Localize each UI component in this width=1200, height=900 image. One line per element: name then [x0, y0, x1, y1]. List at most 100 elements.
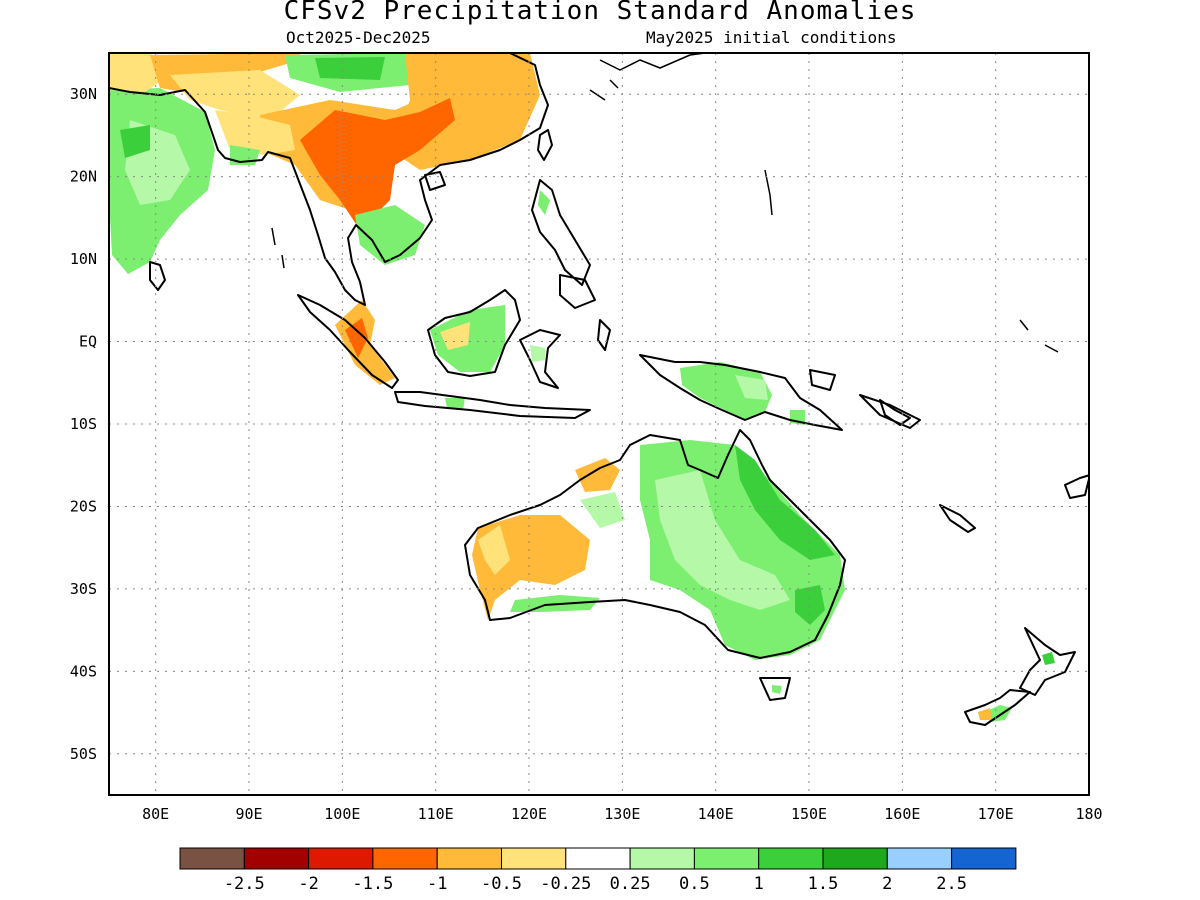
- color-bar-label: -1: [427, 874, 447, 894]
- color-bar: [179, 847, 1017, 870]
- x-tick-label: 80E: [142, 805, 169, 823]
- anomaly-region-india-dark: [120, 125, 150, 158]
- anomaly-region-nz-south: [985, 705, 1012, 722]
- x-tick-label: 150E: [791, 805, 827, 823]
- y-tick-label: 10N: [70, 250, 97, 268]
- anomaly-region-australia-light: [655, 470, 790, 610]
- y-tick-label: 30S: [70, 580, 97, 598]
- x-tick-label: 140E: [698, 805, 734, 823]
- color-bar-swatch: [886, 847, 953, 870]
- coastline-png-islands: [809, 369, 921, 429]
- anomaly-region-thailand-green: [355, 205, 425, 265]
- color-bar-swatch: [951, 847, 1017, 870]
- coastline-australia: [464, 429, 846, 659]
- anomaly-region-sulawesi: [530, 345, 545, 362]
- y-tick-label: 20S: [70, 497, 97, 515]
- coastline-vanuatu: [939, 504, 976, 533]
- coastline-halmahera: [597, 319, 611, 351]
- x-tick-label: 130E: [604, 805, 640, 823]
- map-title: CFSv2 Precipitation Standard Anomalies: [283, 0, 917, 26]
- color-bar-label: 2.5: [936, 874, 967, 894]
- color-bar-label: 1.5: [808, 874, 839, 894]
- x-tick-label: 100E: [324, 805, 360, 823]
- anomaly-region-nz-north: [1042, 652, 1055, 665]
- anomaly-region-tibet-dark: [315, 57, 385, 80]
- map-frame: [108, 52, 1090, 796]
- coastline-java: [394, 391, 591, 419]
- anomaly-region-philippines: [538, 190, 550, 215]
- anomaly-region-kimberley: [575, 458, 620, 492]
- anomaly-region-nt-light: [580, 492, 625, 528]
- anomaly-region-sumatra-core: [345, 318, 368, 358]
- color-bar-label: -0.25: [540, 874, 591, 894]
- coastline-nz-south: [964, 689, 1031, 726]
- color-bar-swatch: [179, 847, 245, 870]
- color-bar-swatch: [436, 847, 503, 870]
- y-tick-label: 50S: [70, 745, 97, 763]
- coastline-tasmania: [759, 677, 791, 701]
- anomaly-region-wa-dry-light: [478, 525, 510, 575]
- x-tick-label: 170E: [978, 805, 1014, 823]
- color-bar-swatch: [372, 847, 438, 870]
- coastline-sri-lanka: [149, 261, 166, 291]
- coastline-sumatra: [297, 294, 399, 389]
- x-axis-ticks: 80E 90E 100E 110E 120E 130E 140E 150E 160E 170E 18…: [142, 805, 1102, 823]
- coastline-nz-north: [1019, 627, 1076, 696]
- anomaly-region-indochina: [300, 98, 455, 230]
- x-tick-label: 90E: [235, 805, 262, 823]
- color-bar-label: 1: [754, 874, 764, 894]
- color-bar-swatch: [501, 847, 567, 870]
- color-bar-label: -0.5: [481, 874, 522, 894]
- color-bar-swatch: [565, 847, 631, 870]
- forecast-period: Oct2025-Dec2025: [286, 28, 431, 47]
- color-bar-label: -1.5: [352, 874, 393, 894]
- coastline-okinawa-chain: [589, 79, 619, 101]
- color-bar-swatch: [629, 847, 695, 870]
- color-bar-label: 0.5: [679, 874, 710, 894]
- anomaly-region-new-guinea-light: [735, 375, 768, 400]
- x-tick-label: 160E: [884, 805, 920, 823]
- initial-conditions: May2025 initial conditions: [646, 28, 897, 47]
- coastline-borneo: [427, 289, 521, 377]
- coastline-mindanao: [559, 274, 596, 309]
- anomaly-region-nsw-dark: [795, 585, 825, 625]
- coastline-sulawesi: [519, 329, 561, 389]
- y-tick-label: 10S: [70, 415, 97, 433]
- coastline-andaman: [271, 227, 285, 269]
- anomaly-shading: [109, 53, 1055, 722]
- color-bar-label: -2.5: [224, 874, 265, 894]
- color-bar-swatch: [308, 847, 374, 870]
- coastline-new-guinea: [639, 354, 843, 431]
- y-tick-label: 20N: [70, 168, 97, 186]
- anomaly-region-nz-south-dry: [978, 708, 992, 720]
- coastline-taiwan: [537, 129, 553, 161]
- coastline-solomons: [879, 399, 911, 426]
- grid-lines: [109, 53, 1089, 795]
- anomaly-region-java: [445, 398, 465, 410]
- anomaly-region-myanmar: [215, 110, 295, 155]
- anomaly-region-china-dry: [170, 70, 300, 120]
- color-bar-swatch: [693, 847, 760, 870]
- anomaly-region-borneo-dry: [440, 322, 470, 350]
- color-bar-label: -2: [298, 874, 318, 894]
- coastline-japan-south: [599, 53, 706, 71]
- y-axis-ticks: 30N 20N 10N EQ 10S 20S 30S 40S 50S: [70, 85, 97, 763]
- color-bar-swatch: [243, 847, 310, 870]
- color-bar-swatch: [758, 847, 824, 870]
- y-tick-label: EQ: [79, 333, 97, 351]
- anomaly-region-new-guinea: [680, 362, 772, 420]
- coastline-asia: [109, 53, 549, 306]
- coastline-micronesia: [764, 169, 1059, 353]
- anomaly-region-tasmania: [772, 685, 782, 694]
- color-bar-label: 2: [882, 874, 892, 894]
- y-tick-label: 30N: [70, 85, 97, 103]
- color-bar-labels: -2.5 -2 -1.5 -1 -0.5 -0.25 0.25 0.5 1 1.5 2 2.5: [224, 874, 967, 894]
- coastline-hainan: [424, 171, 446, 191]
- x-tick-label: 120E: [511, 805, 547, 823]
- coastline-fiji: [1064, 474, 1089, 499]
- coastlines: [109, 53, 1089, 726]
- x-tick-label: 180: [1075, 805, 1102, 823]
- y-tick-label: 40S: [70, 662, 97, 680]
- coastline-philippines: [531, 179, 591, 286]
